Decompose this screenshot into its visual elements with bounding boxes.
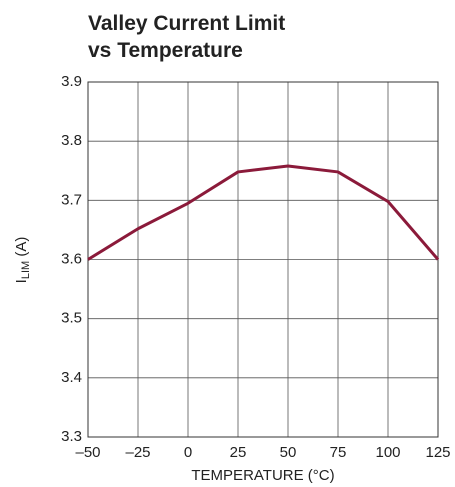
y-tick-label: 3.4 — [61, 369, 82, 386]
chart-title: vs Temperature — [88, 39, 243, 62]
y-tick-label: 3.6 — [61, 250, 82, 267]
x-tick-label: 100 — [375, 444, 400, 461]
x-tick-label: 125 — [425, 444, 450, 461]
y-axis-label-unit: (A) — [13, 237, 30, 261]
y-axis-label-main: I — [13, 279, 30, 283]
y-axis-label-sub: LIM — [20, 261, 32, 279]
y-tick-label: 3.5 — [61, 310, 82, 327]
y-tick-label: 3.8 — [61, 132, 82, 149]
x-tick-label: 75 — [330, 444, 347, 461]
x-tick-label: 0 — [184, 444, 192, 461]
x-tick-label: 50 — [280, 444, 297, 461]
data-line — [87, 164, 440, 261]
chart-title: Valley Current Limit — [88, 12, 285, 35]
x-axis-label: TEMPERATURE (°C) — [191, 467, 334, 484]
y-axis-label: ILIM (A) — [13, 237, 32, 284]
x-tick-label: 25 — [230, 444, 247, 461]
x-tick-label: –25 — [125, 444, 150, 461]
y-tick-label: 3.3 — [61, 428, 82, 445]
y-tick-label: 3.7 — [61, 191, 82, 208]
y-tick-label: 3.9 — [61, 73, 82, 90]
x-tick-label: –50 — [75, 444, 100, 461]
